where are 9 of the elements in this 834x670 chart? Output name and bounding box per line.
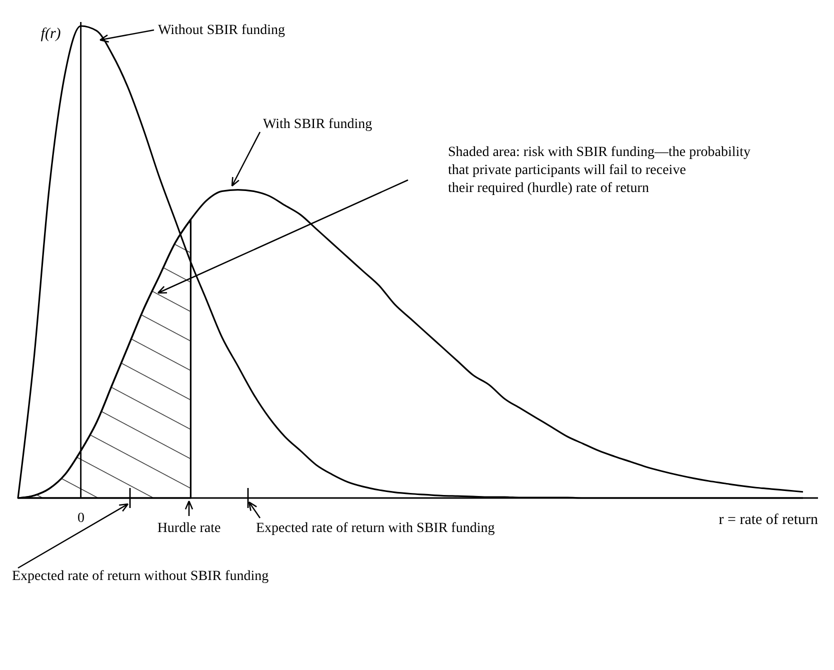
- y-axis-title: f(r): [40, 26, 61, 42]
- x-axis-title: r = rate of return: [718, 512, 818, 528]
- text: Hurdle rate: [157, 521, 221, 536]
- text: Expected rate of return without SBIR funding: [12, 569, 269, 584]
- annotation: Shaded area: risk with SBIR funding—the probability that private participants will fail to receive their required (hurdle) rate of return: [448, 145, 751, 196]
- text: Expected rate of return with SBIR funding: [256, 521, 495, 536]
- annotation: Without SBIR funding: [158, 23, 285, 38]
- text: 0: [78, 511, 84, 526]
- annotation: With SBIR funding: [263, 117, 372, 132]
